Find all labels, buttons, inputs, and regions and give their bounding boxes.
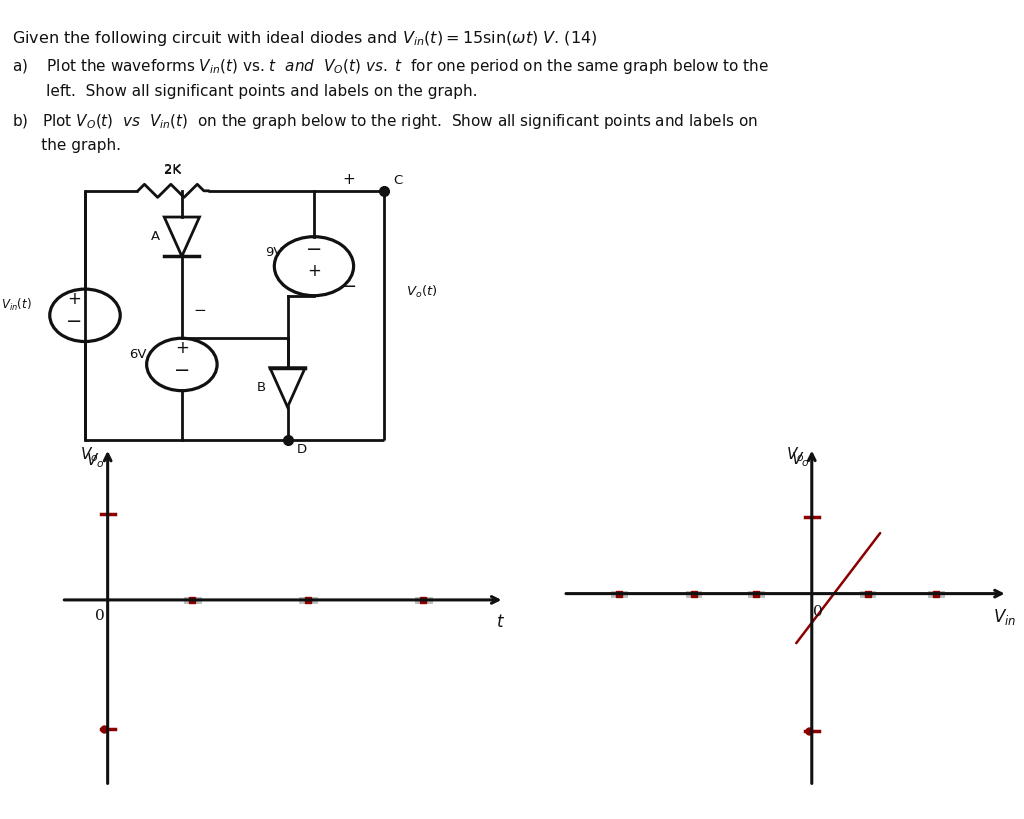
Text: $t$: $t$ xyxy=(496,614,505,631)
Text: B: B xyxy=(257,381,265,394)
Text: $V_o$: $V_o$ xyxy=(86,451,104,469)
Text: $V_o(t)$: $V_o(t)$ xyxy=(407,283,438,300)
Text: b)   Plot $V_O(t)$  $vs$  $V_{in}(t)$  on the graph below to the right.  Show al: b) Plot $V_O(t)$ $vs$ $V_{in}(t)$ on the… xyxy=(12,112,758,131)
Text: D: D xyxy=(296,443,306,456)
Text: −: − xyxy=(194,303,206,319)
Text: 9V: 9V xyxy=(265,247,283,260)
Text: Given the following circuit with ideal diodes and $V_{in}(t) = 15\sin(\omega t)$: Given the following circuit with ideal d… xyxy=(12,29,598,48)
Text: $V_{in}$: $V_{in}$ xyxy=(993,608,1016,627)
Text: the graph.: the graph. xyxy=(12,138,121,153)
Text: +: + xyxy=(67,290,81,308)
Text: +: + xyxy=(175,339,188,357)
Text: $V_o$: $V_o$ xyxy=(791,450,809,469)
Text: $V_o$: $V_o$ xyxy=(785,445,804,464)
Text: −: − xyxy=(342,278,356,296)
Text: +: + xyxy=(343,172,355,188)
Text: −: − xyxy=(306,240,323,259)
Text: +: + xyxy=(307,262,321,280)
Text: −: − xyxy=(66,312,82,331)
Text: −: − xyxy=(174,361,190,380)
Text: 6V: 6V xyxy=(129,348,146,361)
Text: left.  Show all significant points and labels on the graph.: left. Show all significant points and la… xyxy=(12,84,478,98)
Text: 0: 0 xyxy=(95,609,104,622)
Text: 0: 0 xyxy=(812,604,822,618)
Text: $V_{in}(t)$: $V_{in}(t)$ xyxy=(1,296,32,313)
Text: 2K: 2K xyxy=(165,163,181,176)
Text: $V_o$: $V_o$ xyxy=(80,446,98,464)
Text: A: A xyxy=(151,230,160,243)
Text: a)    Plot the waveforms $V_{in}(t)$ vs. $t$  $and$  $V_O(t)$ $vs.$ $t$  for one: a) Plot the waveforms $V_{in}(t)$ vs. $t… xyxy=(12,57,769,76)
Text: C: C xyxy=(393,174,402,188)
Text: 2K: 2K xyxy=(165,165,181,178)
